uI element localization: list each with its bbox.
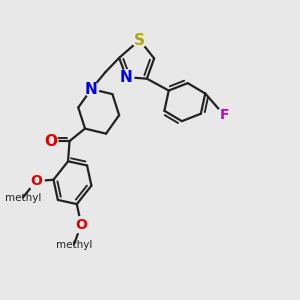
Circle shape	[28, 173, 44, 190]
Text: O: O	[30, 174, 42, 188]
Text: N: N	[85, 82, 98, 97]
Text: N: N	[120, 70, 133, 85]
Text: O: O	[75, 218, 87, 232]
Text: methyl: methyl	[5, 193, 41, 202]
Circle shape	[119, 70, 134, 85]
Text: S: S	[134, 32, 145, 47]
Circle shape	[132, 33, 147, 47]
Circle shape	[43, 134, 58, 148]
Text: methyl: methyl	[56, 239, 92, 250]
Circle shape	[73, 217, 89, 233]
Text: F: F	[219, 108, 229, 122]
Text: O: O	[44, 134, 57, 148]
Circle shape	[217, 108, 232, 123]
Circle shape	[84, 82, 99, 97]
